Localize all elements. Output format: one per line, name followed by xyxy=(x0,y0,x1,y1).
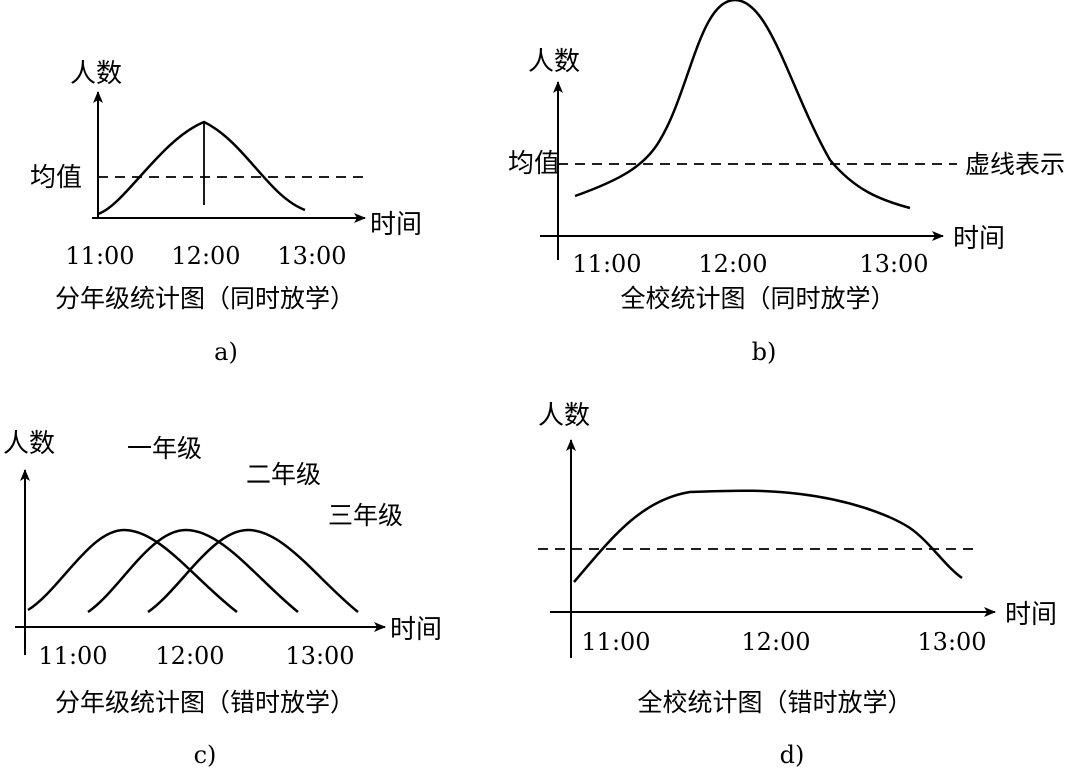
mean-label: 均值 xyxy=(30,163,82,193)
chart-caption: 全校统计图（同时放学） xyxy=(620,284,895,313)
mean-label: 均值 xyxy=(508,149,560,179)
panel-b: 人数 时间 均值 虚线表示 11:00 12:00 13:00 全校统计图（同时… xyxy=(508,0,1065,366)
panel-a: 人数 时间 均值 11:00 12:00 13:00 分年级统计图（同时放学） … xyxy=(30,59,422,366)
series-curve-grade3 xyxy=(147,528,359,614)
x-tick-label: 11:00 xyxy=(572,250,641,278)
y-axis-label: 人数 xyxy=(3,429,55,459)
x-tick-label: 13:00 xyxy=(277,242,346,270)
y-axis-label: 人数 xyxy=(528,47,580,77)
chart-caption: 全校统计图（错时放学） xyxy=(637,688,912,717)
chart-caption: 分年级统计图（错时放学） xyxy=(55,688,355,717)
x-tick-label: 12:00 xyxy=(741,628,810,656)
x-axis-label: 时间 xyxy=(1005,600,1057,630)
x-tick-label: 12:00 xyxy=(155,642,224,670)
panel-label: d) xyxy=(780,741,805,769)
dash-note: 虚线表示 xyxy=(965,150,1065,179)
y-axis-label: 人数 xyxy=(70,59,122,89)
series-curve xyxy=(97,120,306,216)
panel-d: 人数 时间 11:00 12:00 13:00 全校统计图（错时放学） d) xyxy=(538,401,1057,769)
series-label: 二年级 xyxy=(246,460,321,489)
y-axis-label: 人数 xyxy=(538,401,590,431)
series-label: 一年级 xyxy=(127,434,202,463)
panel-label: b) xyxy=(752,338,777,366)
panel-c: 人数 时间 一年级 二年级 三年级 11:00 12:00 13:00 分年级统… xyxy=(3,429,442,769)
x-tick-label: 13:00 xyxy=(917,628,986,656)
panel-label: c) xyxy=(194,741,217,769)
panel-label: a) xyxy=(214,338,238,366)
series-curve xyxy=(574,0,911,210)
x-axis-label: 时间 xyxy=(953,224,1005,254)
x-axis-label: 时间 xyxy=(370,210,422,240)
x-tick-label: 13:00 xyxy=(859,250,928,278)
chart-caption: 分年级统计图（同时放学） xyxy=(55,284,355,313)
series-curve-grade1 xyxy=(27,528,238,613)
x-axis-label: 时间 xyxy=(390,615,442,645)
x-tick-label: 11:00 xyxy=(38,642,107,670)
x-tick-label: 12:00 xyxy=(171,242,240,270)
series-curve-grade2 xyxy=(87,528,299,614)
x-tick-label: 12:00 xyxy=(698,250,767,278)
series-label: 三年级 xyxy=(328,501,403,530)
series-curve xyxy=(573,489,963,583)
x-tick-label: 11:00 xyxy=(581,628,650,656)
x-tick-label: 11:00 xyxy=(65,242,134,270)
x-tick-label: 13:00 xyxy=(285,642,354,670)
